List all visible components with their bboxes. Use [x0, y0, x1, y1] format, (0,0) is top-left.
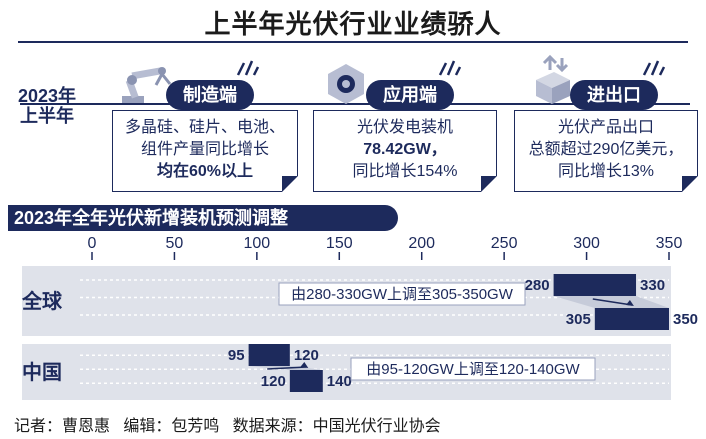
annotation-box: [350, 357, 596, 381]
card-heading-trade: 进出口: [570, 80, 658, 110]
package-arrows-icon: [530, 54, 576, 111]
card-line: 均在60%以上: [156, 163, 254, 180]
chart-title: 2023年全年光伏新增装机预测调整: [14, 208, 289, 228]
card-line: 光伏发电装机: [356, 119, 453, 136]
card-line: 光伏产品出口: [557, 119, 654, 136]
axis-tick-label: 250: [491, 235, 518, 252]
axis-tick-label: 150: [326, 235, 353, 252]
card-line: 组件产量同比增长: [140, 141, 269, 158]
card-line: 同比增长13%: [557, 163, 655, 180]
shift-arrow-line: [592, 298, 633, 306]
bar-label-end: 140: [327, 373, 352, 390]
shift-arrow-head: [300, 362, 309, 368]
card-line: 78.42GW，: [363, 141, 447, 158]
card-heading-manufacturing: 制造端: [166, 80, 254, 110]
sparkle-lines-icon: [436, 57, 462, 82]
axis-tick-label: 50: [166, 235, 184, 252]
category-label: 中国: [22, 360, 62, 384]
bar-label-end: 350: [673, 311, 698, 328]
category-label: 全球: [21, 289, 63, 313]
shift-arrow-line: [267, 366, 307, 370]
card-fold: [682, 176, 698, 192]
period-label: 2023年 上半年: [14, 86, 80, 126]
chart-title-band: [8, 205, 398, 231]
card-line: 多晶硅、硅片、电池、: [124, 119, 285, 136]
footer-credits: 记者：曹恩惠 编辑：包芳鸣 数据来源：中国光伏行业协会: [14, 418, 441, 435]
card-fold: [481, 176, 497, 192]
card-manufacturing: 多晶硅、硅片、电池、 组件产量同比增长 均在60%以上: [112, 110, 298, 192]
card-fold: [282, 176, 298, 192]
axis-tick-label: 200: [408, 235, 435, 252]
axis-tick-label: 100: [244, 235, 271, 252]
bar-label-start: 120: [261, 373, 286, 390]
axis-tick-label: 0: [88, 235, 97, 252]
sparkle-lines-icon: [234, 57, 260, 82]
axis-tick-label: 300: [573, 235, 600, 252]
bar-label-start: 305: [566, 311, 591, 328]
shift-arrow-head: [625, 300, 634, 306]
annotation-box: [278, 282, 526, 306]
robot-arm-icon: [118, 60, 178, 111]
range-bar-after: [289, 370, 323, 392]
period-label-year: 2023年: [17, 86, 77, 106]
bar-label-end: 330: [640, 277, 665, 294]
page-title: 上半年光伏行业业绩骄人: [204, 9, 502, 39]
range-bar-before: [248, 344, 290, 366]
gear-hexagon-icon: [326, 62, 366, 111]
bar-label-start: 280: [525, 277, 550, 294]
card-line: 同比增长154%: [352, 163, 458, 180]
card-application: 光伏发电装机 78.42GW， 同比增长154%: [313, 110, 497, 192]
axis-tick-label: 350: [656, 235, 683, 252]
title-divider: [18, 41, 688, 43]
annotation-text: 由95-120GW上调至120-140GW: [366, 361, 580, 378]
range-chart: 0 50 100 150 200 250 300 350 全球 280 330 305 350 由280…: [21, 235, 698, 400]
annotation-text: 由280-330GW上调至305-350GW: [291, 286, 514, 303]
timeline-divider: [20, 103, 690, 105]
sparkle-lines-icon: [640, 57, 666, 82]
range-bar-after: [594, 308, 669, 330]
period-label-half: 上半年: [20, 106, 74, 126]
card-trade: 光伏产品出口 总额超过290亿美元， 同比增长13%: [514, 110, 698, 192]
bar-label-start: 95: [228, 347, 245, 364]
range-bar-before: [553, 274, 637, 296]
card-line: 总额超过290亿美元，: [528, 141, 684, 158]
card-heading-application: 应用端: [366, 80, 454, 110]
bar-label-end: 120: [294, 347, 319, 364]
